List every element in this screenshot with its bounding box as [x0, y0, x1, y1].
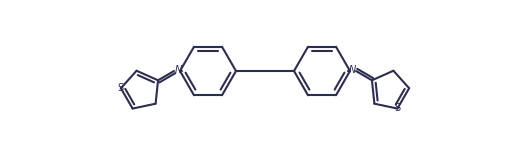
- Text: N: N: [349, 65, 355, 75]
- Text: N: N: [175, 65, 181, 75]
- Text: S: S: [118, 83, 124, 93]
- Text: S: S: [394, 103, 400, 113]
